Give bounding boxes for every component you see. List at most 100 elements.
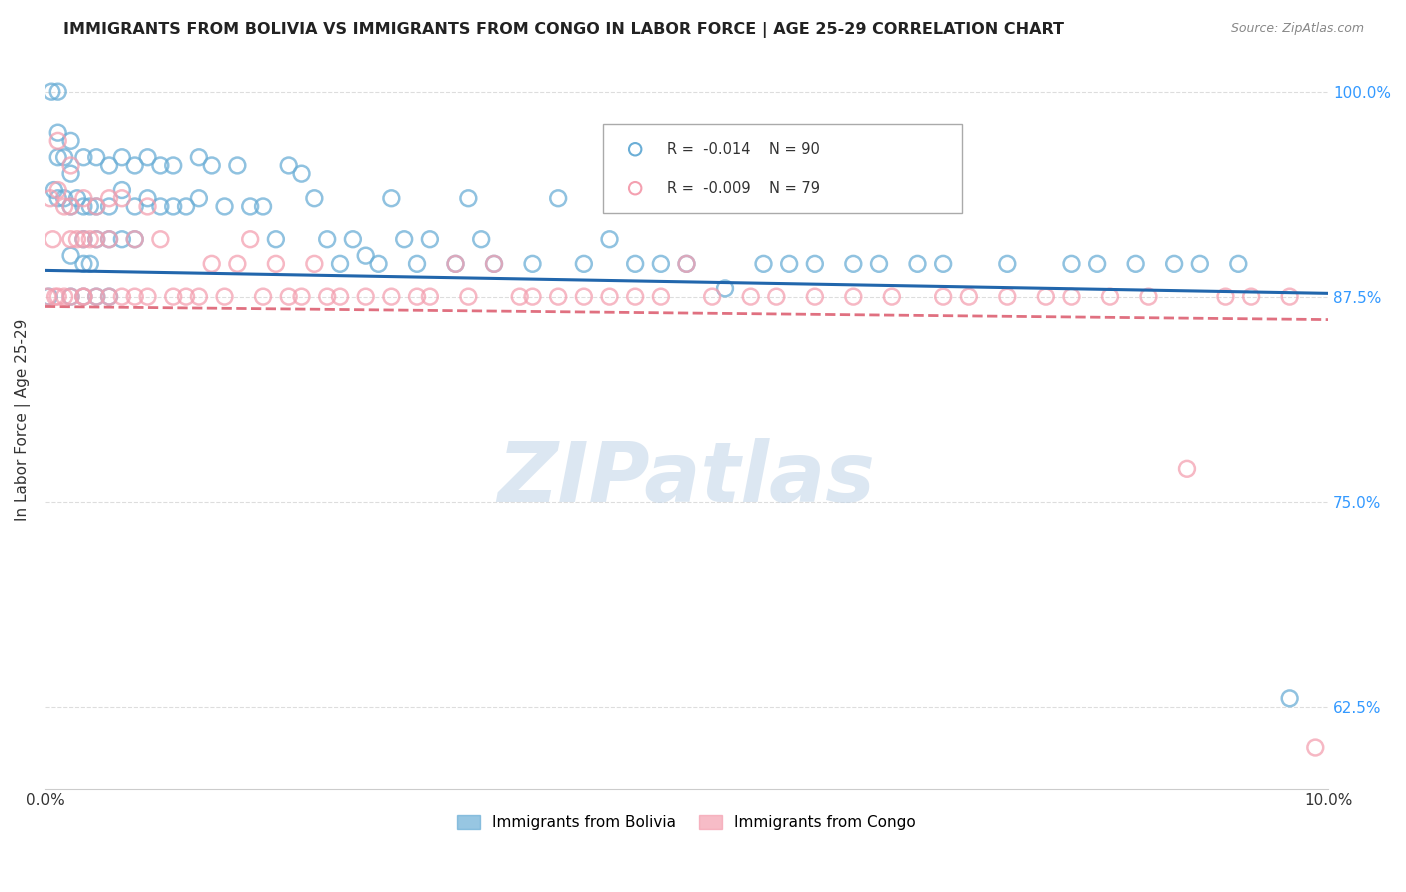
Point [72, 290, 94, 304]
Point [124, 232, 146, 246]
Point [66, 232, 89, 246]
Point [162, 158, 184, 172]
Point [46, 134, 69, 148]
Point [59, 167, 82, 181]
Point [277, 290, 299, 304]
Point [624, 290, 647, 304]
Point [72, 257, 94, 271]
Point [342, 232, 364, 246]
Point [98, 199, 121, 213]
Point [804, 290, 827, 304]
Point [842, 290, 865, 304]
Point [124, 232, 146, 246]
Point [239, 199, 262, 213]
Point [624, 257, 647, 271]
Point [316, 232, 339, 246]
Point [675, 257, 697, 271]
Point [111, 232, 134, 246]
Point [84, 290, 107, 304]
Point [98, 158, 121, 172]
Point [239, 232, 262, 246]
Point [201, 257, 224, 271]
Point [59, 290, 82, 304]
Point [252, 290, 274, 304]
Point [1060, 257, 1083, 271]
Point [53, 290, 76, 304]
Point [702, 290, 724, 304]
Point [72, 232, 94, 246]
Point [1303, 740, 1326, 755]
Point [1035, 290, 1057, 304]
Point [406, 290, 429, 304]
Point [264, 257, 287, 271]
Point [778, 257, 800, 271]
Point [380, 191, 402, 205]
Point [136, 191, 159, 205]
Point [599, 232, 621, 246]
Point [1278, 290, 1301, 304]
Point [367, 257, 389, 271]
Point [457, 191, 479, 205]
Point [187, 150, 209, 164]
Point [995, 290, 1018, 304]
Point [714, 281, 737, 295]
Point [522, 257, 544, 271]
Text: ZIPatlas: ZIPatlas [498, 438, 876, 519]
Point [46, 183, 69, 197]
Point [740, 290, 762, 304]
Point [72, 199, 94, 213]
Point [124, 290, 146, 304]
Point [59, 158, 82, 172]
Point [84, 232, 107, 246]
Point [111, 150, 134, 164]
Point [907, 257, 929, 271]
Point [84, 150, 107, 164]
Point [880, 290, 903, 304]
Point [98, 191, 121, 205]
Point [72, 290, 94, 304]
Point [53, 199, 76, 213]
Point [316, 290, 339, 304]
Point [406, 257, 429, 271]
Point [59, 290, 82, 304]
Point [444, 257, 467, 271]
Point [214, 290, 236, 304]
Point [354, 249, 377, 263]
Point [174, 199, 197, 213]
Point [842, 257, 865, 271]
Point [59, 199, 82, 213]
Point [59, 134, 82, 148]
Point [329, 257, 352, 271]
Point [868, 257, 890, 271]
Point [42, 183, 65, 197]
Point [124, 199, 146, 213]
Point [509, 290, 531, 304]
Point [79, 257, 101, 271]
Point [1240, 290, 1263, 304]
Point [66, 191, 89, 205]
Point [1137, 290, 1160, 304]
Point [84, 232, 107, 246]
Point [136, 290, 159, 304]
Point [1188, 257, 1211, 271]
Point [72, 150, 94, 164]
Point [53, 150, 76, 164]
Point [765, 290, 787, 304]
Point [650, 257, 672, 271]
Point [392, 232, 415, 246]
Point [53, 191, 76, 205]
Point [1175, 462, 1198, 476]
Point [111, 191, 134, 205]
Point [84, 199, 107, 213]
Point [329, 290, 352, 304]
FancyBboxPatch shape [603, 125, 963, 213]
Point [1163, 257, 1185, 271]
Point [44, 290, 66, 304]
Point [252, 199, 274, 213]
Point [957, 290, 980, 304]
Point [41, 232, 63, 246]
Point [201, 158, 224, 172]
Point [522, 290, 544, 304]
Point [98, 290, 121, 304]
Point [59, 199, 82, 213]
